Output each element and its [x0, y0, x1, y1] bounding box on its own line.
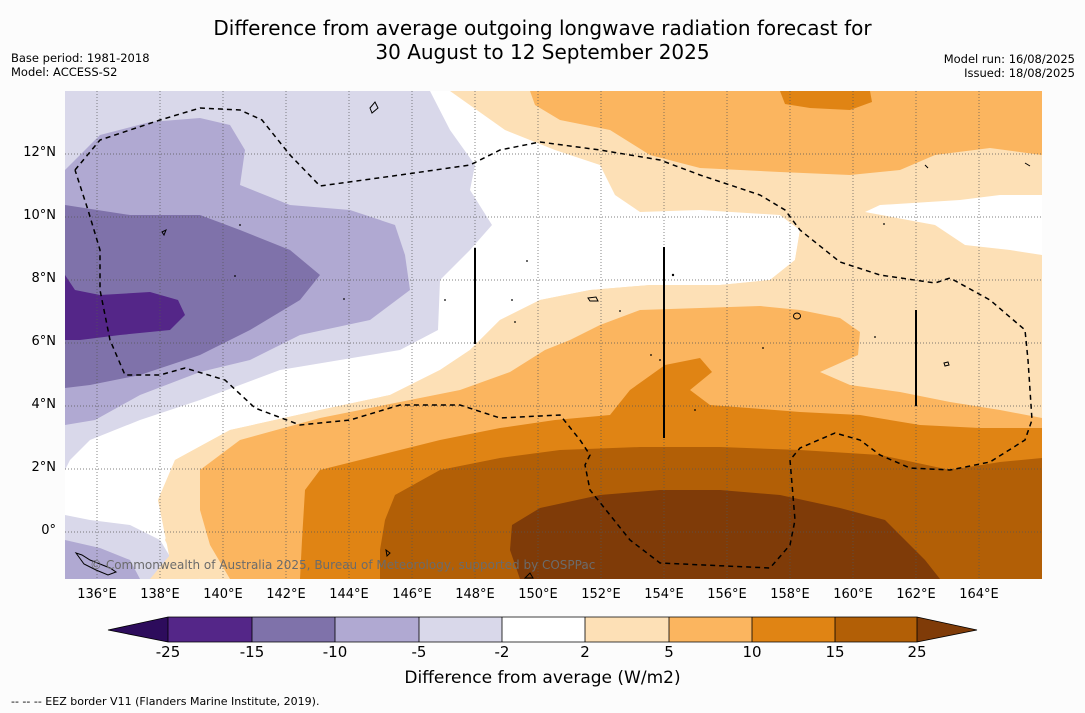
graticule: [65, 91, 1042, 579]
lon-label: 164°E: [959, 587, 999, 602]
lon-label: 152°E: [581, 587, 621, 602]
lat-label: 2°N: [31, 460, 57, 475]
lon-label: 156°E: [707, 587, 747, 602]
colorbar-tick: 25: [907, 643, 927, 661]
colorbar-tick: -5: [411, 643, 427, 661]
colorbar-tick: -25: [155, 643, 181, 661]
meta-left: Base period: 1981-2018 Model: ACCESS-S2: [11, 51, 150, 79]
colorbar-segment: [168, 617, 252, 642]
colorbar-extend-low: [108, 617, 168, 642]
lat-label: 12°N: [23, 145, 56, 160]
colorbar-extend-high: [917, 617, 977, 642]
lon-label: 158°E: [770, 587, 810, 602]
colorbar-title: Difference from average (W/m2): [404, 668, 681, 688]
map-title-line2: 30 August to 12 September 2025: [375, 40, 710, 64]
lon-label: 160°E: [833, 587, 873, 602]
colorbar-tick: 10: [742, 643, 762, 661]
lat-label: 4°N: [31, 397, 57, 412]
lon-label: 144°E: [329, 587, 369, 602]
meta-right: Model run: 16/08/2025 Issued: 18/08/2025: [944, 52, 1075, 80]
colorbar-segment: [752, 617, 835, 642]
map-title-line1: Difference from average outgoing longwav…: [213, 16, 872, 40]
small-islands: [234, 223, 885, 411]
colorbar-tick: -10: [322, 643, 348, 661]
lon-label: 150°E: [518, 587, 558, 602]
copyright-notice: © Commonwealth of Australia 2025, Bureau…: [90, 558, 596, 572]
lon-label: 148°E: [455, 587, 495, 602]
band-pos-2-5: [65, 91, 1042, 579]
model-name: Model: ACCESS-S2: [11, 65, 118, 79]
colorbar-segment: [335, 617, 419, 642]
base-period: Base period: 1981-2018: [11, 51, 150, 65]
colorbar-tick: 5: [664, 643, 674, 661]
colorbar-segment: [835, 617, 917, 642]
colorbar-segment: [252, 617, 335, 642]
colorbar-tick: 15: [825, 643, 845, 661]
band-neg-15-10: [65, 205, 320, 388]
colorbar-segment: [502, 617, 585, 642]
band-neg-25-15: [65, 275, 185, 340]
map-field: [65, 91, 1042, 579]
band-pos-10-15-north: [780, 91, 872, 110]
coastlines: [74, 101, 1031, 579]
band-pos-above-25: [510, 490, 940, 579]
lon-label: 154°E: [644, 587, 684, 602]
lat-label: 6°N: [31, 334, 57, 349]
eez-border: [74, 107, 1033, 569]
colorbar-tick: 2: [580, 643, 590, 661]
model-run: Model run: 16/08/2025: [943, 52, 1075, 66]
colorbar-segment: [585, 617, 669, 642]
lon-label: 138°E: [140, 587, 180, 602]
lon-label: 146°E: [392, 587, 432, 602]
colorbar-segment: [669, 617, 752, 642]
lon-label: 136°E: [77, 587, 117, 602]
eez-footnote: -- -- -- EEZ border V11 (Flanders Marine…: [11, 695, 320, 708]
colorbar-tick: -15: [239, 643, 265, 661]
colorbar-tick: -2: [494, 643, 510, 661]
lat-label: 0°: [41, 523, 56, 538]
colorbar-outline: [107, 616, 978, 643]
lon-label: 142°E: [266, 587, 306, 602]
band-neg-10-5-south: [65, 540, 140, 579]
lat-label: 10°N: [23, 208, 56, 223]
feature-bars: [474, 247, 917, 438]
lat-label: 8°N: [31, 271, 57, 286]
lon-label: 140°E: [203, 587, 243, 602]
colorbar-segment: [419, 617, 502, 642]
lon-label: 162°E: [896, 587, 936, 602]
issued-date: Issued: 18/08/2025: [964, 66, 1075, 80]
